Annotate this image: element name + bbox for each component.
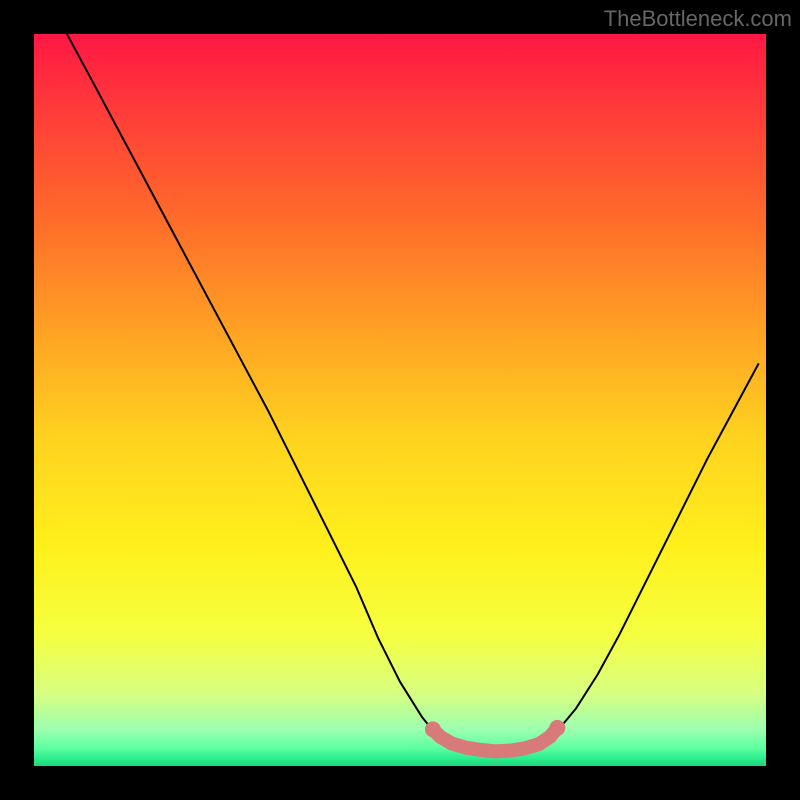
chart-stage: TheBottleneck.com bbox=[0, 0, 800, 800]
watermark-text: TheBottleneck.com bbox=[604, 6, 792, 32]
highlight-marker bbox=[34, 34, 766, 766]
plot-area bbox=[34, 34, 766, 766]
